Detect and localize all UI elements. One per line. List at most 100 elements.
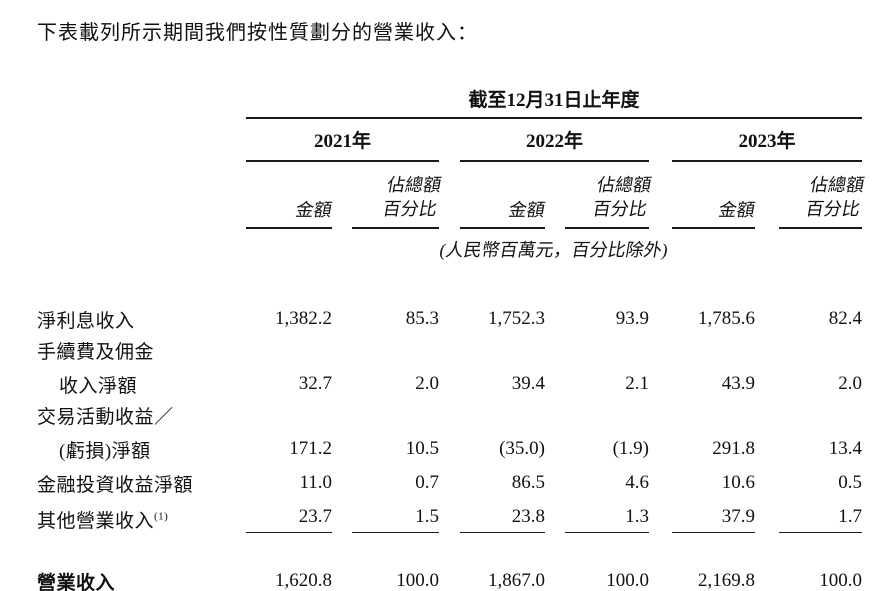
blank-cell bbox=[37, 228, 246, 272]
value-cell: 13.4 bbox=[828, 438, 862, 459]
value-cell: 4.6 bbox=[625, 472, 649, 493]
amount-col-header: 金額 bbox=[672, 161, 757, 229]
col-gap bbox=[545, 497, 565, 533]
row-label: 交易活動收益／ bbox=[37, 407, 174, 428]
value-cell: 1.5 bbox=[352, 497, 439, 533]
year-header-2022: 2022年 bbox=[460, 118, 649, 162]
table-row-other-operating-income: 其他營業收入(1) 23.7 1.5 23.8 1.3 37.9 1.7 bbox=[37, 497, 862, 533]
value-cell: 171.2 bbox=[289, 438, 332, 459]
table-row-fee-commission-line1: 手續費及佣金 bbox=[37, 333, 862, 364]
value-cell: 1.3 bbox=[565, 497, 649, 533]
value-cell: 11.0 bbox=[299, 472, 332, 493]
value-cell: 0.5 bbox=[838, 472, 862, 493]
pct-col-header: 佔總額 百分比 bbox=[352, 161, 443, 229]
value-cell: (35.0) bbox=[499, 438, 545, 459]
col-gap bbox=[332, 429, 352, 463]
period-header-row: 截至12月31日止年度 bbox=[37, 82, 862, 119]
total-value-cell: 1,620.8 bbox=[275, 570, 332, 591]
total-row: 營業收入 1,620.8 100.0 1,867.0 100.0 2,169.8… bbox=[37, 561, 862, 591]
value-cell: 2.1 bbox=[625, 373, 649, 394]
total-value-cell: 1,867.0 bbox=[488, 570, 545, 591]
value-cell: 86.5 bbox=[511, 472, 545, 493]
col-gap bbox=[332, 299, 352, 333]
table-row-financial-investments: 金融投資收益淨額 11.0 0.7 86.5 4.6 10.6 0.5 bbox=[37, 463, 862, 497]
col-gap bbox=[439, 364, 460, 398]
spacer-row bbox=[37, 272, 862, 299]
value-cell: 23.8 bbox=[460, 497, 545, 533]
total-value-cell: 100.0 bbox=[396, 570, 439, 591]
value-cell: 10.5 bbox=[405, 438, 439, 459]
col-gap bbox=[545, 299, 565, 333]
value-cell: 1,382.2 bbox=[275, 308, 332, 329]
col-gap bbox=[332, 561, 352, 591]
amount-col-header: 金額 bbox=[246, 161, 334, 229]
col-gap bbox=[439, 561, 460, 591]
table-row-trading-gains-line2: (虧損)淨額 171.2 10.5 (35.0) (1.9) 291.8 13.… bbox=[37, 429, 862, 463]
value-cell: 37.9 bbox=[672, 497, 755, 533]
col-gap bbox=[755, 429, 779, 463]
col-gap bbox=[755, 161, 779, 228]
row-label: 手續費及佣金 bbox=[37, 342, 155, 363]
value-cell: 32.7 bbox=[298, 373, 332, 394]
col-gap bbox=[755, 364, 779, 398]
blank-cell bbox=[246, 398, 862, 429]
blank-cell bbox=[37, 82, 246, 118]
col-gap bbox=[545, 429, 565, 463]
value-cell: 93.9 bbox=[615, 308, 649, 329]
table-row-net-interest-income: 淨利息收入 1,382.2 85.3 1,752.3 93.9 1,785.6 … bbox=[37, 299, 862, 333]
row-label: 收入淨額 bbox=[59, 376, 138, 397]
value-cell: 39.4 bbox=[511, 373, 545, 394]
col-gap bbox=[545, 561, 565, 591]
col-gap bbox=[439, 497, 460, 533]
total-value-cell: 2,169.8 bbox=[698, 570, 755, 591]
table-row-fee-commission-line2: 收入淨額 32.7 2.0 39.4 2.1 43.9 2.0 bbox=[37, 364, 862, 398]
col-gap bbox=[332, 497, 352, 533]
value-cell: 43.9 bbox=[721, 373, 755, 394]
col-gap bbox=[545, 364, 565, 398]
value-cell: 2.0 bbox=[838, 373, 862, 394]
col-gap bbox=[649, 299, 672, 333]
intro-text: 下表載列所示期間我們按性質劃分的營業收入： bbox=[37, 22, 478, 44]
col-gap bbox=[649, 561, 672, 591]
total-row-label: 營業收入 bbox=[37, 573, 116, 591]
col-gap bbox=[649, 497, 672, 533]
value-cell: 1,785.6 bbox=[698, 308, 755, 329]
table-row-trading-gains-line1: 交易活動收益／ bbox=[37, 398, 862, 429]
units-note: (人民幣百萬元，百分比除外) bbox=[438, 240, 670, 260]
revenue-by-nature-table: 截至12月31日止年度 2021年 2022年 2023年 金額 佔總額 百分比 … bbox=[37, 82, 866, 591]
footnote-marker: (1) bbox=[154, 510, 169, 523]
col-gap bbox=[439, 161, 460, 228]
spacer-row bbox=[37, 533, 862, 562]
value-cell: 82.4 bbox=[828, 308, 862, 329]
col-gap bbox=[649, 463, 672, 497]
amount-col-header: 金額 bbox=[460, 161, 547, 229]
col-gap bbox=[332, 161, 352, 228]
value-cell: 23.7 bbox=[246, 497, 332, 533]
col-gap bbox=[649, 118, 672, 161]
value-cell: (1.9) bbox=[612, 438, 649, 459]
amount-col-label: 金額 bbox=[507, 200, 547, 220]
col-gap bbox=[755, 561, 779, 591]
year-header-row: 2021年 2022年 2023年 bbox=[37, 118, 862, 162]
row-label: 其他營業收入(1) bbox=[37, 510, 169, 532]
value-cell: 2.0 bbox=[415, 373, 439, 394]
pct-col-header: 佔總額 百分比 bbox=[565, 161, 653, 229]
pct-col-label: 佔總額 百分比 bbox=[381, 175, 443, 220]
col-gap bbox=[649, 429, 672, 463]
value-cell: 0.7 bbox=[415, 472, 439, 493]
total-value-cell: 100.0 bbox=[606, 570, 649, 591]
value-cell: 10.6 bbox=[721, 472, 755, 493]
value-cell: 1.7 bbox=[779, 497, 862, 533]
col-gap bbox=[439, 299, 460, 333]
col-gap bbox=[649, 161, 672, 228]
amount-col-label: 金額 bbox=[717, 200, 757, 220]
row-label: 淨利息收入 bbox=[37, 311, 135, 332]
pct-col-label: 佔總額 百分比 bbox=[591, 175, 653, 220]
subcolumn-header-row: 金額 佔總額 百分比 金額 佔總額 百分比 金額 佔總額 百分比 bbox=[37, 161, 866, 229]
col-gap bbox=[755, 299, 779, 333]
row-label: (虧損)淨額 bbox=[59, 441, 151, 462]
col-gap bbox=[332, 463, 352, 497]
value-cell: 1,752.3 bbox=[488, 308, 545, 329]
